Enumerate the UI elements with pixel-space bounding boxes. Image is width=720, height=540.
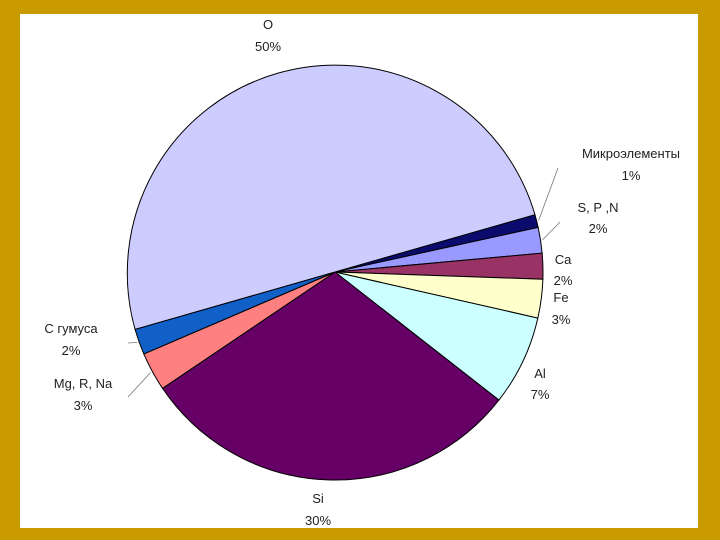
pie-slice: [161, 271, 500, 481]
slice-percent-label: 50%: [255, 39, 281, 54]
slice-percent-label: 3%: [552, 312, 571, 327]
slice-percent-label: 2%: [554, 273, 573, 288]
slice-name-label: Al: [534, 366, 546, 381]
slice-name-label: O: [263, 17, 273, 32]
slice-name-label: Mg, R, Na: [54, 376, 113, 391]
slice-name-label: Si: [312, 491, 324, 506]
slice-name-label: Fe: [553, 290, 568, 305]
slice-percent-label: 7%: [531, 387, 550, 402]
leader-line: [127, 372, 151, 398]
slice-percent-label: 2%: [589, 221, 608, 236]
slice-percent-label: 2%: [62, 343, 81, 358]
slice-name-label: Ca: [555, 252, 572, 267]
slice-name-label: Микроэлементы: [582, 146, 680, 161]
slice-percent-label: 1%: [622, 168, 641, 183]
leader-line: [538, 167, 559, 221]
slice-name-label: S, P ,N: [578, 200, 619, 215]
slice-percent-label: 3%: [74, 398, 93, 413]
slice-name-label: C гумуса: [44, 321, 98, 336]
leader-line: [542, 221, 561, 241]
slice-percent-label: 30%: [305, 513, 331, 528]
pie-slice: [126, 64, 536, 330]
leader-line: [127, 342, 138, 344]
